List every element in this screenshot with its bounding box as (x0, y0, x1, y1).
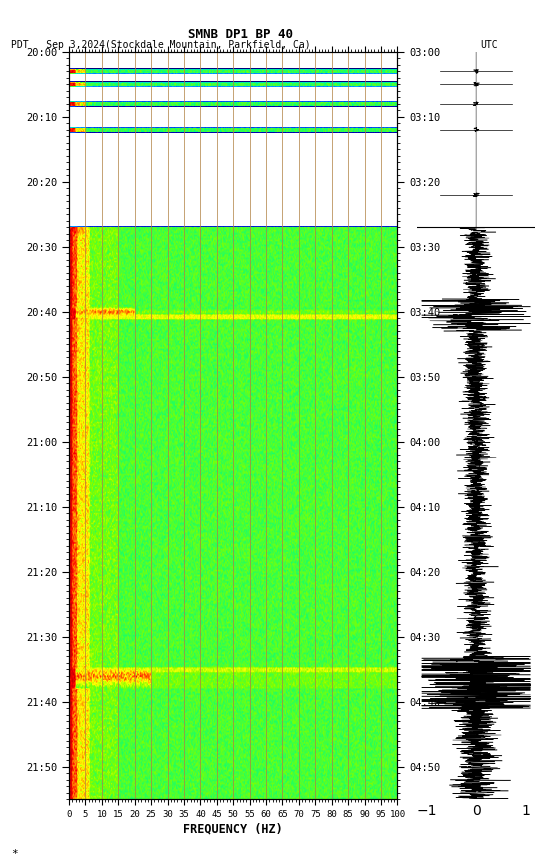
X-axis label: FREQUENCY (HZ): FREQUENCY (HZ) (183, 823, 283, 835)
Text: *: * (11, 849, 18, 859)
Text: SMNB DP1 BP 40: SMNB DP1 BP 40 (188, 28, 293, 41)
Text: PDT   Sep 3,2024(Stockdale Mountain, Parkfield, Ca): PDT Sep 3,2024(Stockdale Mountain, Parkf… (11, 40, 311, 50)
Text: UTC: UTC (480, 40, 498, 50)
